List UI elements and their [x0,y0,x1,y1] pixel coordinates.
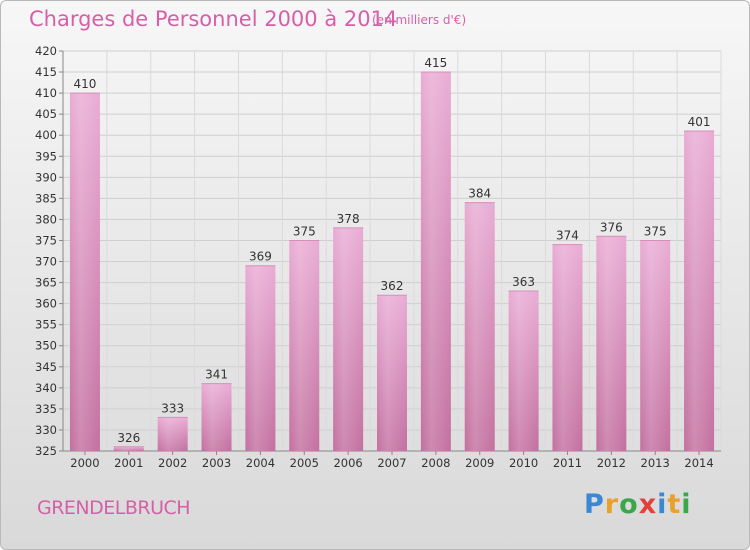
bar-highlight [201,383,232,451]
x-tick-label: 2009 [465,456,494,470]
x-tick-label: 2007 [377,456,406,470]
data-label: 378 [337,212,360,226]
logo-letter: t [667,489,682,520]
bar-highlight [245,265,276,451]
x-tick-label: 2002 [158,456,187,470]
y-tick-label: 350 [35,339,57,353]
y-tick-label: 420 [35,44,57,58]
y-tick-label: 335 [35,402,57,416]
bar-highlight [552,244,583,451]
bar-highlight [157,417,188,451]
logo-letter: P [584,489,605,520]
y-tick-label: 325 [35,444,57,458]
x-tick-label: 2003 [202,456,231,470]
y-tick-label: 340 [35,381,57,395]
data-label: 341 [205,368,228,382]
data-label: 384 [468,187,491,201]
data-label: 375 [644,224,667,238]
x-tick-label: 2004 [246,456,275,470]
bar-layer [69,71,715,452]
data-label: 415 [424,56,447,70]
bar-highlight [69,93,100,452]
data-label: 401 [688,115,711,129]
bar-highlight [640,240,671,451]
y-tick-label: 375 [35,233,57,247]
data-label: 333 [161,401,184,415]
bar-highlight [289,240,320,451]
commune-name: GRENDELBRUCH [37,497,191,519]
y-tick-label: 345 [35,360,57,374]
y-tick-label: 365 [35,276,57,290]
y-tick-label: 395 [35,149,57,163]
x-tick-label: 2010 [509,456,538,470]
logo-letter: i [681,489,692,520]
proxiti-logo: Proxiti [584,489,692,520]
logo-letter: o [619,489,639,520]
x-tick-label: 2000 [70,456,99,470]
y-tick-label: 405 [35,107,57,121]
x-tick-label: 2008 [421,456,450,470]
bar-highlight [420,72,451,451]
x-tick-label: 2005 [290,456,319,470]
axis-layer: 325 330 335 340 345 350 355 360 365 370 375 380 385 3… [35,44,721,470]
bar-highlight [684,131,715,451]
y-tick-label: 410 [35,86,57,100]
chart-subtitle: (en milliers d'€) [372,13,467,27]
y-tick-label: 330 [35,423,57,437]
x-tick-label: 2011 [553,456,582,470]
y-tick-label: 370 [35,255,57,269]
bar-highlight [464,202,495,451]
label-layer: 410 326 333 341 369 375 378 362 415 384 363 374 376 3… [73,56,710,445]
data-label: 376 [600,220,623,234]
y-tick-label: 415 [35,65,57,79]
y-tick-label: 360 [35,297,57,311]
bar-highlight [596,236,627,451]
y-tick-label: 380 [35,212,57,226]
logo-letter: x [638,489,658,520]
y-tick-label: 400 [35,128,57,142]
logo-letter: i [657,489,668,520]
bar-highlight [377,295,407,451]
bar-highlight [113,446,144,451]
data-label: 410 [73,77,96,91]
logo-letter: r [604,489,620,520]
x-tick-label: 2001 [114,456,143,470]
data-label: 374 [556,229,579,243]
y-tick-label: 390 [35,170,57,184]
y-tick-label: 355 [35,318,57,332]
x-tick-label: 2014 [684,456,713,470]
bar-highlight [508,291,539,451]
data-label: 326 [117,431,140,445]
x-tick-label: 2006 [333,456,362,470]
x-tick-label: 2013 [641,456,670,470]
y-tick-label: 385 [35,191,57,205]
bar-highlight [333,227,364,451]
data-label: 362 [381,279,404,293]
data-label: 369 [249,250,272,264]
data-label: 363 [512,275,535,289]
x-tick-label: 2012 [597,456,626,470]
chart-title: Charges de Personnel 2000 à 2014 [29,7,398,31]
data-label: 375 [293,224,316,238]
